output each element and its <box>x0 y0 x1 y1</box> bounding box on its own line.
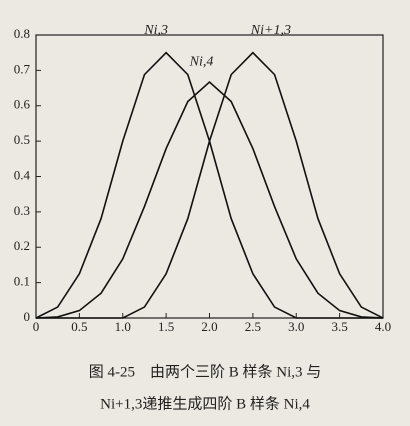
curve <box>35 80 384 319</box>
y-tick-label: 0.1 <box>14 274 30 289</box>
plot-frame <box>35 34 384 319</box>
caption: 图 4-25 由两个三阶 B 样条 Ni,3 与 <box>89 363 322 380</box>
y-tick-label: 0.2 <box>14 238 30 253</box>
curve-label: Ni+1,3 <box>250 23 291 38</box>
x-tick-label: 1.0 <box>115 319 131 334</box>
y-tick-label: 0.4 <box>14 167 31 182</box>
y-tick-label: 0.5 <box>14 132 30 147</box>
y-tick-label: 0.7 <box>14 61 31 76</box>
x-tick-label: 3.5 <box>332 319 348 334</box>
x-tick-label: 2.0 <box>201 319 217 334</box>
x-tick-label: 3.0 <box>288 319 304 334</box>
curve <box>35 51 383 319</box>
curve-label: Ni,4 <box>189 54 214 69</box>
x-tick-label: 0 <box>33 319 40 334</box>
y-tick-label: 0.3 <box>14 203 30 218</box>
y-tick-label: 0.6 <box>14 97 31 112</box>
y-tick-label: 0.8 <box>14 26 30 41</box>
y-tick-label: 0 <box>24 309 31 324</box>
x-tick-label: 1.5 <box>158 319 174 334</box>
x-tick-label: 2.5 <box>245 319 261 334</box>
x-tick-label: 4.0 <box>375 319 391 334</box>
curve-label: Ni,3 <box>143 23 168 38</box>
curve <box>36 51 384 319</box>
caption: Ni+1,3递推生成四阶 B 样条 Ni,4 <box>100 395 310 412</box>
x-tick-label: 0.5 <box>71 319 87 334</box>
